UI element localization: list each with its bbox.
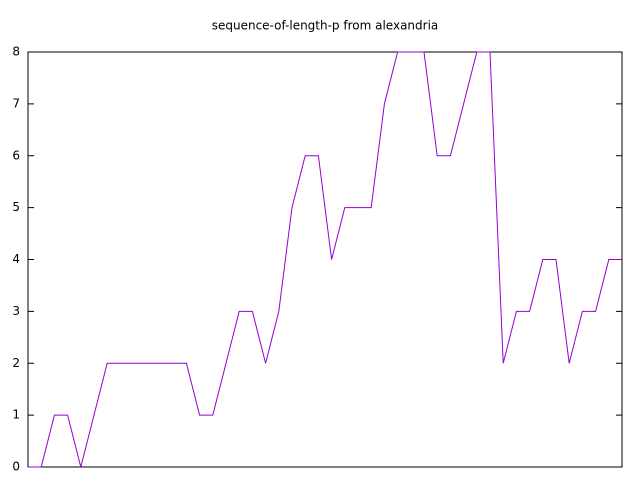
- chart-title: sequence-of-length-p from alexandria: [212, 19, 439, 33]
- y-tick-label: 4: [12, 252, 20, 266]
- y-tick-label: 7: [12, 96, 20, 110]
- y-tick-label: 0: [12, 460, 20, 474]
- y-tick-label: 8: [12, 45, 20, 59]
- y-tick-label: 3: [12, 304, 20, 318]
- y-tick-label: 5: [12, 200, 20, 214]
- y-tick-label: 2: [12, 356, 20, 370]
- plot-border: [27, 51, 623, 468]
- y-tick-label: 6: [12, 148, 20, 162]
- y-tick-label: 1: [12, 408, 20, 422]
- data-line: [28, 51, 622, 468]
